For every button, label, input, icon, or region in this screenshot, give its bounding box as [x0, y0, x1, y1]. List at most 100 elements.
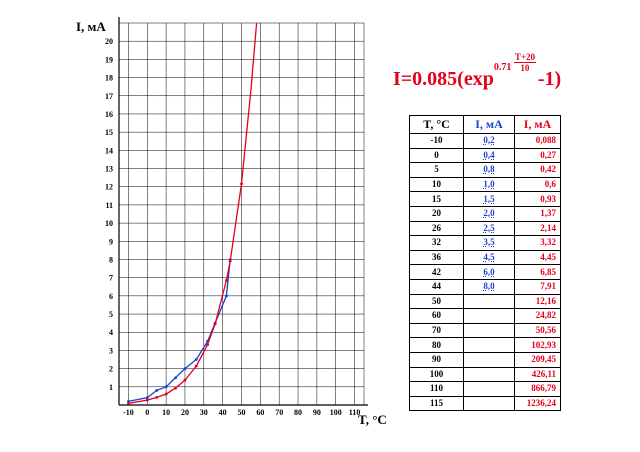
series-point-0	[127, 399, 130, 403]
header-current-measured: I, мА	[463, 115, 515, 134]
table-row: 10 1,0 0,6	[409, 176, 561, 193]
y-tick-label: 13	[105, 165, 113, 174]
x-tick-label: 30	[200, 408, 208, 417]
series-point-0	[183, 367, 187, 371]
formula-exponent-fraction: T+20 10	[513, 52, 536, 73]
cell-current-measured: 4,5	[463, 249, 515, 266]
chart-grid	[119, 22, 365, 405]
x-tick-label: 90	[313, 408, 321, 417]
series-point-1	[213, 322, 217, 326]
cell-current-calculated: 3,32	[514, 235, 561, 251]
table-row: 0 0,4 0,27	[409, 147, 561, 164]
series-point-1	[194, 364, 198, 368]
table-row: -10 0,2 0,088	[409, 133, 561, 149]
cell-value: 6,0	[483, 266, 495, 277]
table-row: 26 2,5 2,14	[409, 220, 561, 237]
table-row: 15 1,5 0,93	[409, 191, 561, 207]
y-tick-label: 2	[109, 365, 113, 374]
y-tick-label: 18	[105, 74, 113, 83]
y-tick-label: 8	[109, 255, 113, 264]
series-point-1	[155, 395, 159, 399]
y-tick-label: 16	[105, 110, 113, 119]
table-row: 100 426,11	[409, 366, 561, 383]
series-line-1	[128, 22, 258, 405]
cell-current-measured: 6,0	[463, 264, 515, 280]
formula-exponent-base: 0.71	[493, 62, 512, 73]
cell-value: 0,2	[483, 135, 495, 146]
cell-temperature: 115	[409, 395, 464, 412]
cell-current-calculated: 2,14	[514, 220, 561, 237]
cell-temperature: -10	[409, 133, 464, 149]
series-point-0	[155, 389, 159, 392]
cell-value: 1,5	[483, 193, 495, 204]
cell-current-calculated: 50,56	[514, 322, 561, 339]
series-point-1	[206, 343, 209, 347]
y-tick-label: 14	[105, 146, 113, 155]
cell-current-measured: 2,0	[463, 205, 515, 222]
formula-exponent: 0.71 T+20 10	[494, 52, 538, 88]
series-point-0	[145, 396, 149, 400]
series-point-1	[174, 386, 177, 390]
x-tick-label: 100	[330, 408, 342, 417]
cell-current-measured	[463, 322, 515, 339]
y-tick-label: 10	[105, 219, 113, 228]
cell-current-calculated: 209,45	[514, 351, 561, 368]
cell-current-calculated: 0,6	[514, 176, 561, 193]
chart-series	[127, 22, 258, 405]
chart-tick-labels: -10 0 10 20 30 40 50 60 70 80 90 100 110123456789101…	[105, 37, 360, 417]
y-tick-label: 5	[109, 310, 113, 319]
table-row: 50 12,16	[409, 293, 561, 310]
cell-current-measured	[463, 395, 515, 412]
x-tick-label: 110	[349, 408, 361, 417]
y-tick-label: 19	[105, 55, 113, 64]
cell-current-measured: 2,5	[463, 220, 515, 237]
x-tick-label: 50	[238, 408, 246, 417]
cell-temperature: 32	[409, 235, 464, 251]
cell-temperature: 36	[409, 249, 464, 266]
cell-temperature: 42	[409, 264, 464, 280]
cell-current-measured	[463, 337, 515, 353]
x-axis-title: T, °C	[358, 412, 387, 427]
formula-numerator: T+20	[513, 52, 536, 63]
table-row: 60 24,82	[409, 308, 561, 324]
table-row: 32 3,5 3,32	[409, 235, 561, 251]
cell-current-measured	[463, 293, 515, 310]
data-table: T, °C I, мА I, мА -10 0,2 0,088 0 0,4 0,27 5 0,…	[409, 115, 561, 412]
table-row: 36 4,5 4,45	[409, 249, 561, 266]
cell-temperature: 0	[409, 147, 464, 164]
cell-current-measured: 1,0	[463, 176, 515, 193]
cell-value: 0,4	[483, 149, 495, 160]
cell-current-calculated: 24,82	[514, 308, 561, 324]
table-row: 90 209,45	[409, 351, 561, 368]
cell-value: 3,5	[483, 237, 495, 248]
table-row: 80 102,93	[409, 337, 561, 353]
series-point-0	[174, 376, 177, 380]
cell-current-calculated: 1236,24	[514, 395, 561, 412]
cell-temperature: 5	[409, 162, 464, 178]
series-point-1	[240, 182, 243, 186]
series-point-1	[228, 259, 232, 263]
formula-denominator: 10	[520, 63, 530, 73]
x-tick-label: 10	[162, 408, 170, 417]
table-row: 115 1236,24	[409, 395, 561, 412]
cell-temperature: 60	[409, 308, 464, 324]
cell-current-calculated: 4,45	[514, 249, 561, 266]
cell-current-measured	[463, 381, 515, 397]
table-row: 44 8,0 7,91	[409, 278, 561, 295]
series-line-0	[128, 259, 231, 403]
cell-value: 8,0	[483, 281, 495, 292]
series-point-0	[194, 358, 198, 361]
formula: I=0.085(exp 0.71 T+20 10 -1)	[393, 52, 561, 91]
cell-value: 4,5	[483, 252, 495, 263]
header-temperature: T, °C	[409, 115, 464, 134]
cell-value: 2,0	[483, 208, 495, 219]
series-point-1	[183, 378, 187, 382]
cell-current-calculated: 0,42	[514, 162, 561, 178]
y-tick-label: 17	[105, 92, 113, 101]
cell-current-measured: 1,5	[463, 191, 515, 207]
series-point-1	[225, 278, 228, 282]
cell-temperature: 15	[409, 191, 464, 207]
cell-temperature: 10	[409, 176, 464, 193]
series-point-0	[164, 385, 168, 389]
